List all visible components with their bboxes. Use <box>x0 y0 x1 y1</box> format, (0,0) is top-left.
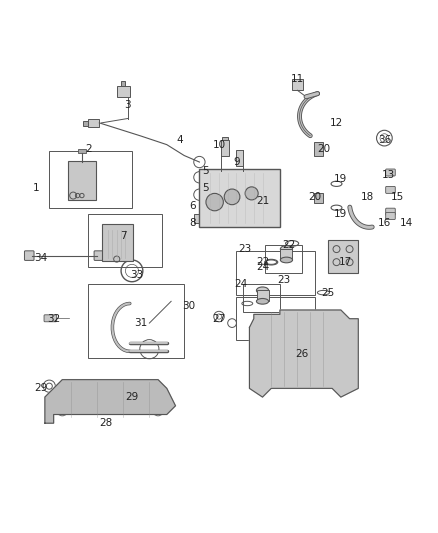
FancyBboxPatch shape <box>237 150 243 166</box>
Text: 32: 32 <box>47 314 60 324</box>
Text: 36: 36 <box>378 135 391 146</box>
FancyBboxPatch shape <box>328 240 358 273</box>
Bar <box>237 251 315 295</box>
Text: 9: 9 <box>233 157 240 167</box>
FancyBboxPatch shape <box>94 251 104 261</box>
FancyBboxPatch shape <box>386 213 395 220</box>
Text: 8: 8 <box>190 218 196 228</box>
Text: 22: 22 <box>256 257 269 267</box>
Polygon shape <box>250 310 358 397</box>
Text: 17: 17 <box>339 257 352 267</box>
Bar <box>88 214 162 266</box>
Text: 29: 29 <box>125 392 138 402</box>
FancyBboxPatch shape <box>314 192 322 204</box>
Circle shape <box>206 193 223 211</box>
Text: 23: 23 <box>238 244 252 254</box>
Text: 29: 29 <box>34 383 47 393</box>
Ellipse shape <box>256 287 268 294</box>
FancyBboxPatch shape <box>221 140 229 156</box>
Text: 30: 30 <box>182 301 195 311</box>
Bar <box>237 297 315 341</box>
Text: 22: 22 <box>282 240 295 250</box>
FancyBboxPatch shape <box>194 214 205 223</box>
Text: 10: 10 <box>212 140 226 150</box>
Text: 3: 3 <box>124 100 131 110</box>
Bar <box>280 249 292 260</box>
FancyBboxPatch shape <box>88 119 99 127</box>
Text: 23: 23 <box>278 274 291 285</box>
Text: 12: 12 <box>330 118 343 128</box>
FancyBboxPatch shape <box>83 120 88 126</box>
Text: 20: 20 <box>317 144 330 154</box>
Bar <box>88 284 184 358</box>
Text: 11: 11 <box>291 75 304 84</box>
FancyBboxPatch shape <box>117 86 130 97</box>
Text: 19: 19 <box>334 174 347 184</box>
Text: 13: 13 <box>382 170 396 180</box>
Text: 5: 5 <box>203 166 209 176</box>
FancyBboxPatch shape <box>102 224 133 261</box>
Text: 2: 2 <box>85 144 92 154</box>
Text: 5: 5 <box>203 183 209 193</box>
Text: 16: 16 <box>378 218 391 228</box>
FancyBboxPatch shape <box>314 142 322 156</box>
Bar <box>49 151 132 208</box>
Text: 34: 34 <box>34 253 47 263</box>
FancyBboxPatch shape <box>386 169 395 176</box>
FancyBboxPatch shape <box>121 80 125 86</box>
Text: 27: 27 <box>212 314 226 324</box>
FancyBboxPatch shape <box>386 187 395 193</box>
Text: 31: 31 <box>134 318 147 328</box>
Text: 14: 14 <box>399 218 413 228</box>
Text: 19: 19 <box>334 209 347 219</box>
FancyBboxPatch shape <box>292 79 303 90</box>
Bar <box>257 290 269 301</box>
Text: 21: 21 <box>256 196 269 206</box>
FancyBboxPatch shape <box>199 168 280 228</box>
Text: 20: 20 <box>308 192 321 202</box>
Text: 25: 25 <box>321 288 335 297</box>
Polygon shape <box>45 379 176 423</box>
Text: 4: 4 <box>177 135 183 146</box>
FancyBboxPatch shape <box>25 251 34 261</box>
FancyBboxPatch shape <box>78 149 86 154</box>
Text: 18: 18 <box>360 192 374 202</box>
Text: 1: 1 <box>33 183 39 193</box>
Text: 7: 7 <box>120 231 127 241</box>
Text: 24: 24 <box>256 262 269 271</box>
Text: 26: 26 <box>295 349 308 359</box>
Text: 33: 33 <box>130 270 143 280</box>
Ellipse shape <box>256 298 268 304</box>
Circle shape <box>245 187 258 200</box>
Ellipse shape <box>280 257 293 263</box>
FancyBboxPatch shape <box>386 208 395 215</box>
Text: 24: 24 <box>234 279 247 289</box>
FancyBboxPatch shape <box>67 161 96 200</box>
Text: 15: 15 <box>391 192 404 202</box>
Circle shape <box>224 189 240 205</box>
Text: 28: 28 <box>99 418 113 428</box>
FancyBboxPatch shape <box>44 315 57 322</box>
Text: 6: 6 <box>190 200 196 211</box>
Ellipse shape <box>280 246 293 253</box>
FancyBboxPatch shape <box>223 137 228 140</box>
